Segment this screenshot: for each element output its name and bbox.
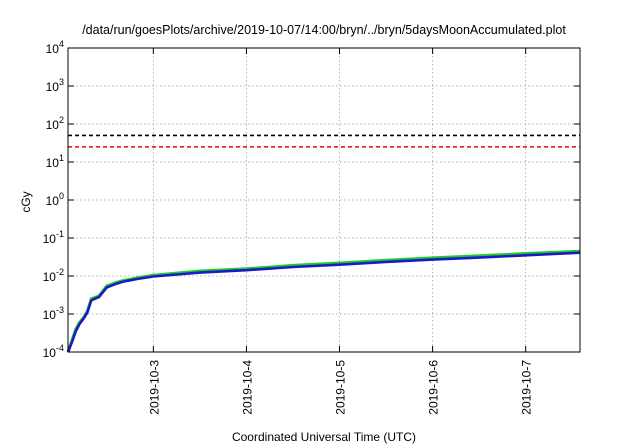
- y-tick-base: 10: [43, 232, 57, 246]
- y-tick-exponent: -3: [56, 305, 64, 315]
- y-tick-base: 10: [43, 308, 57, 322]
- y-tick-label: 10-2: [43, 267, 64, 284]
- y-tick-exponent: -4: [56, 343, 64, 353]
- y-tick-exponent: -2: [56, 267, 64, 277]
- y-tick-base: 10: [43, 270, 57, 284]
- x-tick-label: 2019-10-5: [334, 360, 348, 415]
- y-tick-label: 104: [46, 39, 64, 56]
- y-tick-base: 10: [46, 118, 60, 132]
- y-tick-label: 102: [46, 115, 64, 132]
- series-lines: [66, 249, 581, 353]
- x-tick-label: 2019-10-7: [520, 360, 534, 415]
- y-tick-exponent: 3: [59, 77, 64, 87]
- series-line: [66, 251, 581, 353]
- y-tick-label: 103: [46, 77, 64, 94]
- x-tick-label: 2019-10-4: [240, 360, 254, 415]
- y-tick-base: 10: [46, 80, 60, 94]
- y-tick-label: 10-1: [43, 229, 64, 246]
- y-tick-exponent: 4: [59, 39, 64, 49]
- y-tick-label: 10-3: [43, 305, 64, 322]
- y-tick-exponent: 2: [59, 115, 64, 125]
- x-axis: 2019-10-3 2019-10-4 2019-10-5 2019-10-6 2019…: [147, 48, 534, 415]
- y-axis-label: cGy: [19, 191, 33, 212]
- y-tick-base: 10: [43, 346, 57, 360]
- x-tick-label: 2019-10-3: [147, 360, 161, 415]
- y-tick-base: 10: [46, 42, 60, 56]
- x-axis-label: Coordinated Universal Time (UTC): [232, 430, 416, 444]
- y-tick-label: 10-4: [43, 343, 64, 360]
- y-tick-label: 100: [46, 191, 64, 208]
- grid: [68, 48, 580, 352]
- y-tick-exponent: 0: [59, 191, 64, 201]
- threshold-lines: [68, 134, 580, 148]
- y-tick-label: 101: [46, 153, 64, 170]
- chart-title: /data/run/goesPlots/archive/2019-10-07/1…: [82, 23, 566, 37]
- x-tick-label: 2019-10-6: [427, 360, 441, 415]
- y-tick-exponent: 1: [59, 153, 64, 163]
- y-tick-exponent: -1: [56, 229, 64, 239]
- y-tick-base: 10: [46, 156, 60, 170]
- y-tick-base: 10: [46, 194, 60, 208]
